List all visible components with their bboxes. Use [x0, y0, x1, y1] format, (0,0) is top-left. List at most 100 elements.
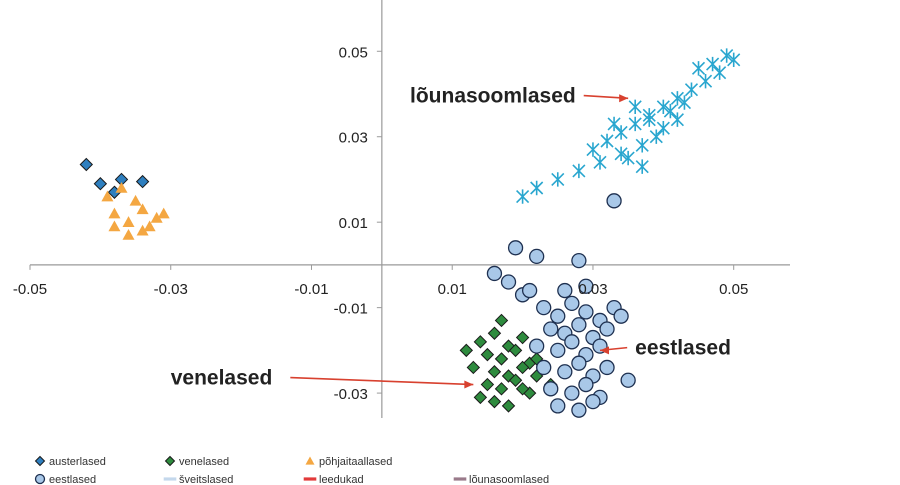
data-point	[571, 355, 587, 371]
data-point	[494, 382, 509, 396]
annotation-arrowhead	[619, 94, 629, 103]
data-point	[663, 103, 677, 119]
data-point	[557, 364, 573, 380]
annotation-arrowhead	[600, 346, 609, 355]
data-point	[487, 365, 502, 379]
series-lõunasoomlased	[516, 48, 741, 204]
data-point	[613, 308, 629, 324]
data-point	[564, 334, 580, 350]
data-point	[466, 360, 481, 375]
data-point	[593, 155, 607, 170]
data-point	[606, 193, 622, 209]
annotations: lõunasoomlased eestlased venelased	[171, 85, 731, 390]
x-tick-label: 0.01	[438, 281, 467, 298]
data-point	[607, 116, 621, 132]
legend-marker	[164, 455, 176, 467]
legend-item: austerlased	[34, 455, 106, 468]
data-point	[507, 240, 524, 256]
data-point	[536, 359, 552, 376]
y-tick-label: -0.03	[334, 386, 368, 403]
legend-marker	[34, 473, 46, 485]
data-point	[494, 313, 509, 328]
data-point	[578, 376, 594, 393]
legend-item: eestlased	[34, 473, 96, 485]
data-point	[501, 399, 516, 413]
data-point	[480, 347, 495, 362]
legend-item: põhjaitaallased	[305, 456, 392, 468]
legend-item: lõunasoomlased	[453, 474, 549, 485]
data-points	[79, 48, 741, 418]
data-point	[551, 172, 565, 187]
data-point	[698, 73, 713, 89]
data-point	[670, 91, 684, 106]
data-point	[578, 278, 594, 294]
legend-item: venelased	[164, 455, 229, 468]
y-tick-label: 0.05	[339, 44, 368, 61]
series-austerlased	[79, 157, 150, 199]
data-point	[108, 220, 121, 232]
data-point	[543, 381, 559, 397]
data-point	[486, 265, 503, 282]
data-point	[649, 129, 663, 144]
legend-label: šveitslased	[179, 474, 233, 485]
data-point	[136, 224, 149, 236]
data-point	[108, 207, 121, 219]
y-tick-label: -0.01	[334, 301, 368, 318]
data-point	[543, 321, 559, 337]
x-tick-label: -0.03	[154, 281, 188, 298]
data-point	[635, 138, 649, 153]
data-point	[135, 174, 150, 189]
y-tick-label: 0.01	[339, 215, 368, 232]
data-point	[585, 393, 601, 410]
legend-marker	[163, 477, 177, 481]
data-point	[494, 352, 509, 366]
data-point	[571, 252, 587, 269]
data-point	[500, 274, 517, 290]
x-tick-label: 0.05	[719, 281, 748, 298]
series-eestlased	[486, 193, 636, 418]
data-point	[564, 385, 580, 401]
data-point	[93, 177, 108, 191]
data-point	[621, 150, 635, 166]
data-point	[136, 203, 149, 215]
legend-label: põhjaitaallased	[319, 456, 392, 468]
data-point	[122, 229, 135, 240]
data-point	[706, 56, 720, 72]
data-point	[550, 342, 566, 359]
annotation-arrow-line	[290, 376, 474, 386]
data-point	[620, 372, 636, 388]
data-point	[487, 394, 502, 409]
x-tick-label: 0.03	[578, 281, 607, 298]
annotation-label: lõunasoomlased	[410, 85, 576, 108]
data-point	[656, 120, 670, 136]
x-tick-label: -0.05	[13, 281, 47, 298]
data-point	[635, 159, 649, 174]
legend-label: eestlased	[49, 474, 96, 485]
data-point	[586, 142, 600, 157]
data-point	[642, 112, 656, 127]
data-point	[508, 343, 523, 358]
legend-label: venelased	[179, 456, 229, 468]
data-point	[557, 282, 573, 299]
data-point	[628, 99, 642, 115]
data-point	[473, 390, 488, 405]
x-tick-label: -0.01	[294, 281, 328, 298]
data-point	[521, 282, 538, 299]
data-point	[157, 207, 170, 219]
legend-item: šveitslased	[163, 474, 233, 485]
legend-marker	[453, 477, 467, 481]
data-point	[572, 163, 586, 179]
data-point	[487, 326, 502, 340]
data-point	[129, 194, 142, 206]
data-point	[600, 133, 614, 149]
data-point	[529, 248, 545, 265]
data-point	[550, 308, 566, 324]
annotation-arrowhead	[464, 380, 474, 389]
legend: austerlased venelased põhjaitaallased eestl…	[34, 455, 549, 485]
legend-marker	[303, 477, 317, 481]
data-point	[720, 48, 734, 63]
data-point	[614, 125, 628, 140]
legend-label: austerlased	[49, 456, 106, 468]
data-point	[516, 189, 530, 204]
